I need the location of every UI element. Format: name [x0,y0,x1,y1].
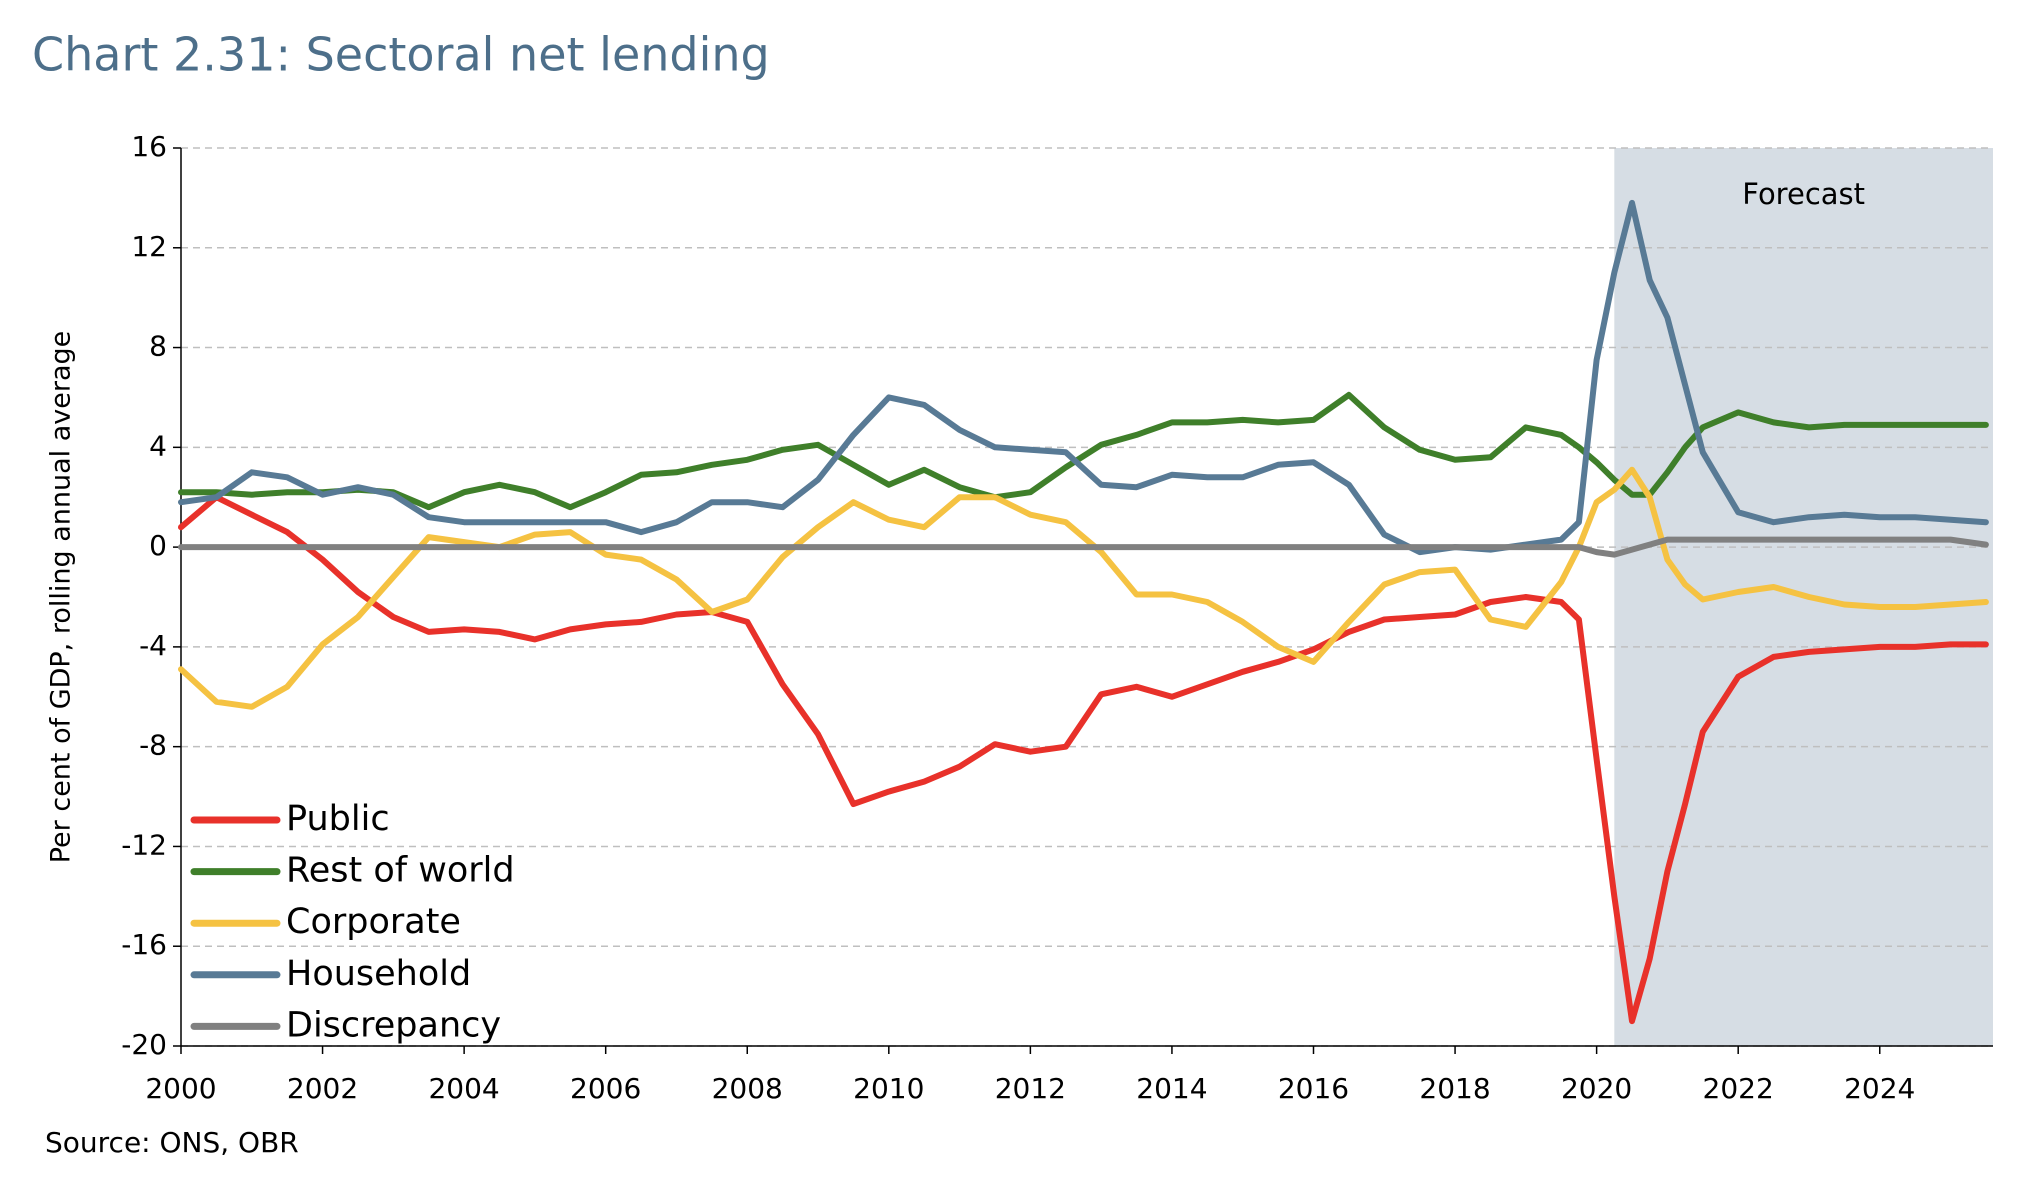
x-tick-label: 2008 [712,1072,783,1105]
series-line [178,536,1989,558]
series-line [178,391,1989,511]
y-tick-label: 4 [149,429,167,462]
legend-label: Corporate [286,902,461,942]
legend-label: Discrepancy [286,1005,501,1045]
x-tick-label: 2006 [570,1072,641,1105]
y-tick-label: -16 [121,928,167,961]
x-tick-label: 2012 [995,1072,1066,1105]
y-tick-label: -8 [139,729,167,762]
y-tick-label: -12 [121,828,167,861]
y-tick-label: 12 [131,230,167,263]
chart-title: Chart 2.31: Sectoral net lending [32,28,770,82]
x-tick-label: 2022 [1703,1072,1774,1105]
x-tick-label: 2020 [1561,1072,1632,1105]
y-axis-label: Per cent of GDP, rolling annual average [46,331,77,864]
source-note: Source: ONS, OBR [45,1126,299,1159]
legend-label: Public [286,799,390,839]
x-tick-label: 2004 [428,1072,499,1105]
x-tick-label: 2010 [853,1072,924,1105]
y-tick-label: -4 [139,629,167,662]
y-tick-label: 16 [131,130,167,163]
x-tick-label: 2024 [1844,1072,1915,1105]
legend-label: Household [286,954,471,994]
x-tick-label: 2000 [145,1072,216,1105]
x-tick-label: 2002 [287,1072,358,1105]
x-tick-label: 2014 [1136,1072,1207,1105]
series-line [178,199,1989,556]
forecast-label: Forecast [1742,177,1865,211]
y-tick-label: 0 [149,529,167,562]
series-line [178,494,1989,1025]
legend-label: Rest of world [286,851,515,891]
y-tick-label: 8 [149,330,167,363]
x-tick-label: 2018 [1419,1072,1490,1105]
y-tick-label: -20 [121,1028,167,1061]
x-tick-label: 2016 [1278,1072,1349,1105]
